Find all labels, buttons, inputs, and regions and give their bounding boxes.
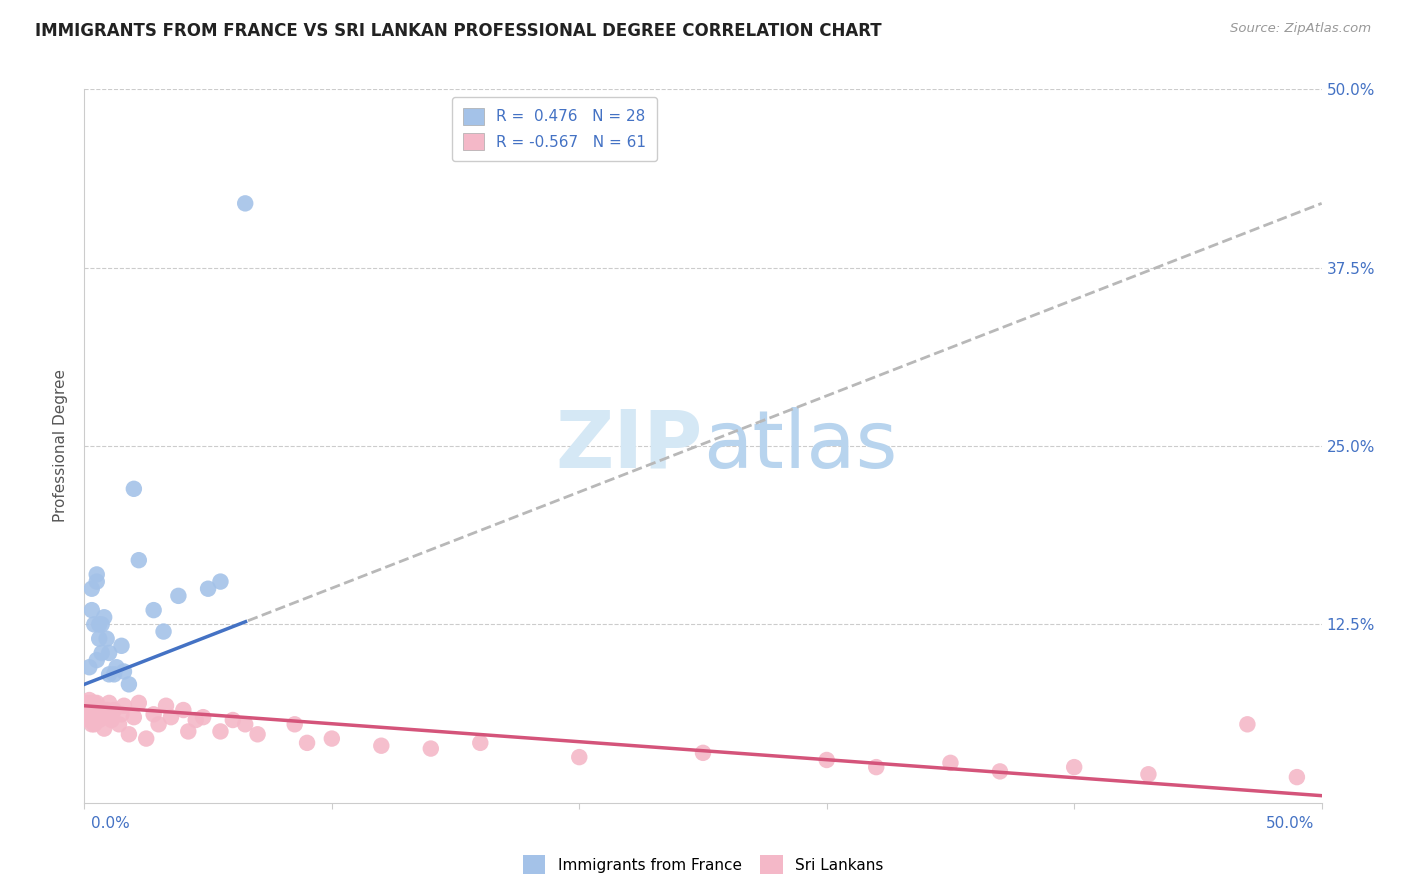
Text: IMMIGRANTS FROM FRANCE VS SRI LANKAN PROFESSIONAL DEGREE CORRELATION CHART: IMMIGRANTS FROM FRANCE VS SRI LANKAN PRO… bbox=[35, 22, 882, 40]
Point bbox=[246, 727, 269, 741]
Point bbox=[209, 574, 232, 589]
Point bbox=[692, 746, 714, 760]
Point bbox=[96, 703, 118, 717]
Point bbox=[233, 196, 256, 211]
Point bbox=[86, 567, 108, 582]
Point bbox=[112, 665, 135, 679]
Point bbox=[86, 710, 108, 724]
Point bbox=[98, 667, 121, 681]
Point bbox=[83, 717, 105, 731]
Point bbox=[1285, 770, 1308, 784]
Point bbox=[128, 553, 150, 567]
Point bbox=[80, 582, 103, 596]
Point bbox=[103, 667, 125, 681]
Point bbox=[105, 660, 128, 674]
Point bbox=[233, 717, 256, 731]
Text: ZIP: ZIP bbox=[555, 407, 703, 485]
Point bbox=[96, 632, 118, 646]
Legend: Immigrants from France, Sri Lankans: Immigrants from France, Sri Lankans bbox=[516, 849, 890, 880]
Point bbox=[89, 617, 111, 632]
Point bbox=[90, 646, 112, 660]
Point bbox=[148, 717, 170, 731]
Point bbox=[284, 717, 307, 731]
Point bbox=[419, 741, 441, 756]
Point bbox=[90, 707, 112, 722]
Point bbox=[112, 698, 135, 713]
Point bbox=[86, 696, 108, 710]
Text: Source: ZipAtlas.com: Source: ZipAtlas.com bbox=[1230, 22, 1371, 36]
Point bbox=[295, 736, 318, 750]
Point bbox=[79, 660, 101, 674]
Point bbox=[209, 724, 232, 739]
Point bbox=[160, 710, 183, 724]
Point bbox=[108, 717, 131, 731]
Point bbox=[83, 696, 105, 710]
Point bbox=[167, 589, 190, 603]
Point bbox=[83, 617, 105, 632]
Point bbox=[98, 710, 121, 724]
Point bbox=[83, 703, 105, 717]
Point bbox=[470, 736, 492, 750]
Point bbox=[122, 482, 145, 496]
Y-axis label: Professional Degree: Professional Degree bbox=[53, 369, 69, 523]
Point bbox=[80, 696, 103, 710]
Point bbox=[155, 698, 177, 713]
Point bbox=[98, 646, 121, 660]
Point bbox=[89, 632, 111, 646]
Text: 0.0%: 0.0% bbox=[91, 816, 131, 831]
Point bbox=[122, 710, 145, 724]
Point bbox=[90, 617, 112, 632]
Legend: R =  0.476   N = 28, R = -0.567   N = 61: R = 0.476 N = 28, R = -0.567 N = 61 bbox=[451, 97, 657, 161]
Point bbox=[110, 707, 132, 722]
Point bbox=[191, 710, 214, 724]
Text: 50.0%: 50.0% bbox=[1267, 816, 1315, 831]
Point bbox=[79, 710, 101, 724]
Point bbox=[135, 731, 157, 746]
Point bbox=[103, 703, 125, 717]
Point bbox=[1236, 717, 1258, 731]
Point bbox=[939, 756, 962, 770]
Point bbox=[76, 696, 98, 710]
Point bbox=[184, 713, 207, 727]
Point bbox=[79, 713, 101, 727]
Point bbox=[79, 698, 101, 713]
Point bbox=[1063, 760, 1085, 774]
Text: atlas: atlas bbox=[703, 407, 897, 485]
Point bbox=[1137, 767, 1160, 781]
Point bbox=[93, 610, 115, 624]
Point bbox=[222, 713, 245, 727]
Point bbox=[865, 760, 887, 774]
Point bbox=[76, 703, 98, 717]
Point bbox=[128, 696, 150, 710]
Point bbox=[98, 696, 121, 710]
Point bbox=[86, 703, 108, 717]
Point bbox=[568, 750, 591, 764]
Point bbox=[90, 710, 112, 724]
Point bbox=[197, 582, 219, 596]
Point bbox=[988, 764, 1011, 779]
Point bbox=[89, 713, 111, 727]
Point bbox=[79, 693, 101, 707]
Point bbox=[118, 677, 141, 691]
Point bbox=[110, 639, 132, 653]
Point bbox=[93, 722, 115, 736]
Point bbox=[172, 703, 194, 717]
Point bbox=[80, 717, 103, 731]
Point bbox=[80, 710, 103, 724]
Point bbox=[142, 707, 165, 722]
Point bbox=[370, 739, 392, 753]
Point bbox=[79, 703, 101, 717]
Point bbox=[86, 653, 108, 667]
Point bbox=[118, 727, 141, 741]
Point bbox=[80, 603, 103, 617]
Point bbox=[86, 574, 108, 589]
Point bbox=[321, 731, 343, 746]
Point bbox=[100, 713, 122, 727]
Point bbox=[152, 624, 174, 639]
Point bbox=[80, 703, 103, 717]
Point bbox=[142, 603, 165, 617]
Point bbox=[815, 753, 838, 767]
Point bbox=[177, 724, 200, 739]
